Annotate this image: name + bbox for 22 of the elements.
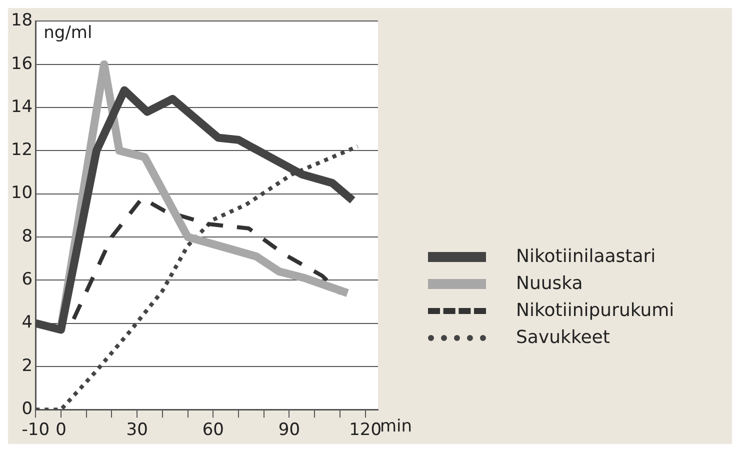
x-tick-label: 0 xyxy=(56,420,66,440)
legend-label: Savukkeet xyxy=(516,327,610,348)
legend-label: Nikotiinipurukumi xyxy=(516,300,674,321)
y-axis-title: ng/ml xyxy=(44,23,92,44)
y-tick-label: 16 xyxy=(10,54,33,74)
y-tick-label: 0 xyxy=(22,399,33,420)
x-axis-title: min xyxy=(380,416,412,437)
y-tick-label: 4 xyxy=(22,312,33,333)
y-tick-label: 14 xyxy=(10,96,33,117)
y-tick-label: 10 xyxy=(10,183,33,204)
y-tick-label: 18 xyxy=(10,10,33,31)
legend-label: Nikotiinilaastari xyxy=(516,246,656,267)
y-tick-label: 6 xyxy=(22,270,33,290)
y-tick-label: 2 xyxy=(22,356,33,376)
x-tick-label: 30 xyxy=(126,420,148,440)
y-tick-label: 12 xyxy=(10,140,33,160)
x-tick-label: -10 xyxy=(22,420,50,440)
y-tick-label: 8 xyxy=(22,226,33,246)
x-tick-label: 60 xyxy=(202,420,224,440)
x-tick-label: 120 xyxy=(349,420,382,440)
legend-label: Nuuska xyxy=(516,273,583,294)
x-tick-label: 90 xyxy=(278,420,300,440)
